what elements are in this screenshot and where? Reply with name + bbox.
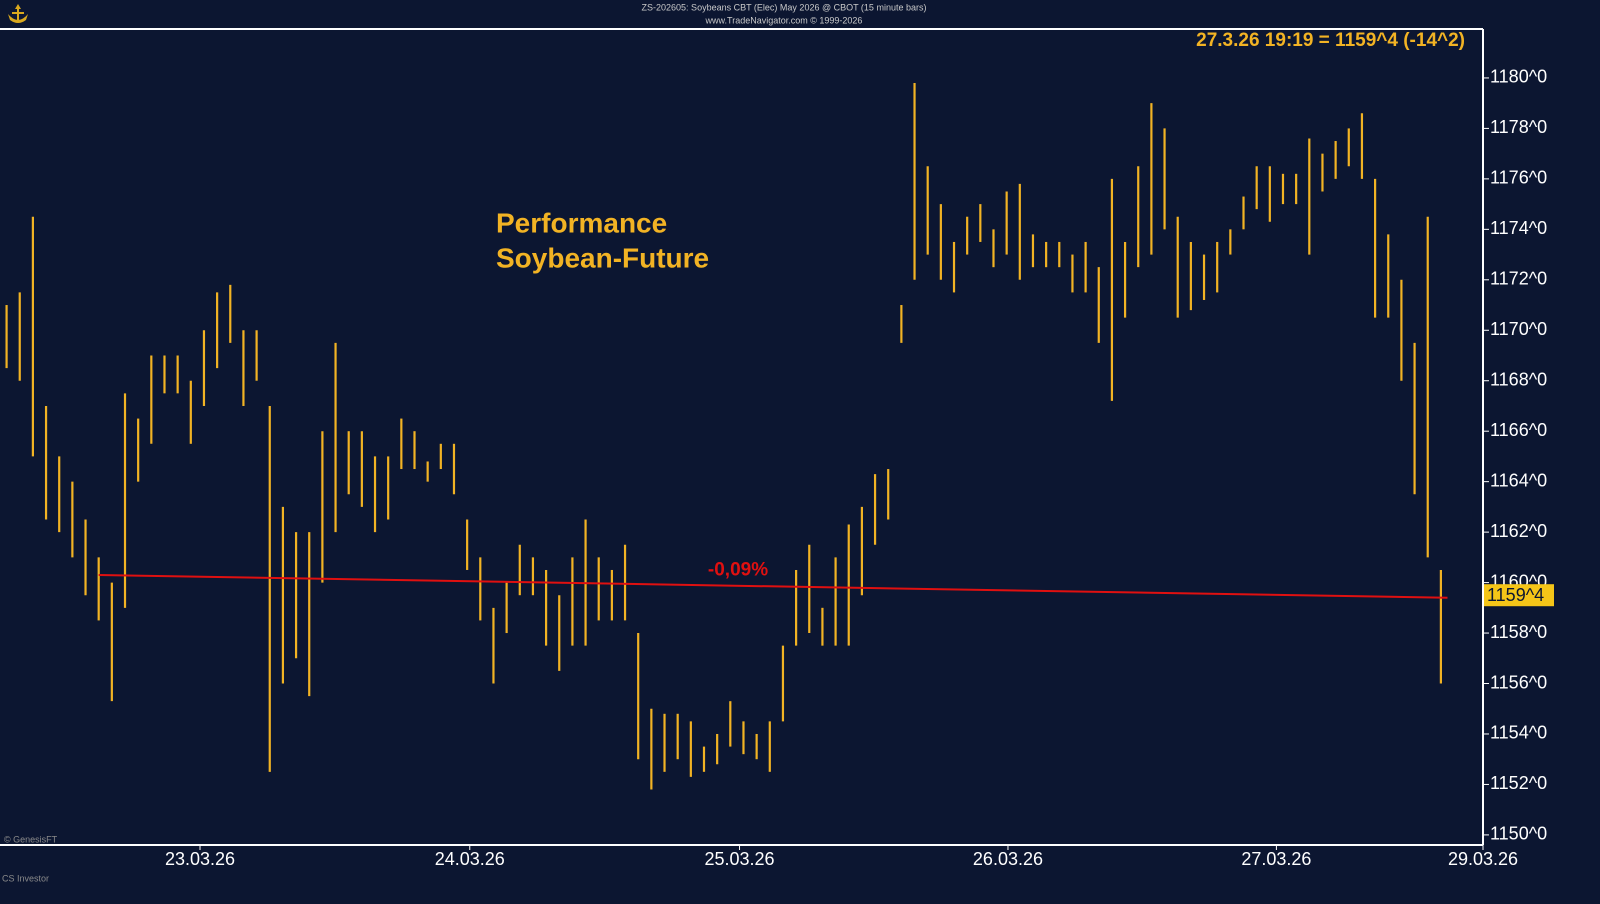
chart-title: Performance — [496, 207, 667, 238]
x-tick-label: 23.03.26 — [165, 849, 235, 869]
x-tick-label: 25.03.26 — [704, 849, 774, 869]
logo — [8, 4, 28, 23]
x-tick-label: 26.03.26 — [973, 849, 1043, 869]
y-tick-label: 1170^0 — [1490, 319, 1547, 339]
reference-line — [98, 574, 1448, 599]
price-marker — [1484, 584, 1554, 607]
subheader: www.TradeNavigator.com © 1999-2026 — [705, 15, 863, 25]
y-tick-label: 1166^0 — [1490, 420, 1547, 440]
x-tick-label: 24.03.26 — [435, 849, 505, 869]
y-tick-label: 1168^0 — [1490, 369, 1547, 389]
y-tick-label: 1176^0 — [1490, 168, 1547, 188]
y-tick-label: 1152^0 — [1490, 773, 1547, 793]
x-tick-label: 29.03.26 — [1448, 849, 1518, 869]
y-tick-label: 1154^0 — [1490, 723, 1547, 743]
y-tick-label: 1158^0 — [1490, 622, 1547, 642]
y-tick-label: 1172^0 — [1490, 269, 1547, 289]
y-tick-label: 1164^0 — [1490, 470, 1547, 490]
header: ZS-202605: Soybeans CBT (Elec) May 2026 … — [642, 2, 927, 12]
y-tick-label: 1180^0 — [1490, 67, 1547, 87]
y-tick-label: 1150^0 — [1490, 824, 1547, 844]
x-tick-label: 27.03.26 — [1241, 849, 1311, 869]
y-tick-label: 1162^0 — [1490, 521, 1547, 541]
footer: CS Investor — [2, 873, 49, 883]
y-tick-label: 1156^0 — [1490, 672, 1547, 692]
y-tick-label: 1174^0 — [1490, 218, 1547, 238]
chart-title: Soybean-Future — [496, 242, 709, 273]
readout: 27.3.26 19:19 = 1159^4 (-14^2) — [1196, 30, 1465, 51]
y-tick-label: 1178^0 — [1490, 117, 1547, 137]
footer: © GenesisFT — [4, 834, 58, 844]
reference-label: -0,09% — [708, 559, 768, 580]
price-marker-label: 1159^4 — [1487, 585, 1544, 605]
